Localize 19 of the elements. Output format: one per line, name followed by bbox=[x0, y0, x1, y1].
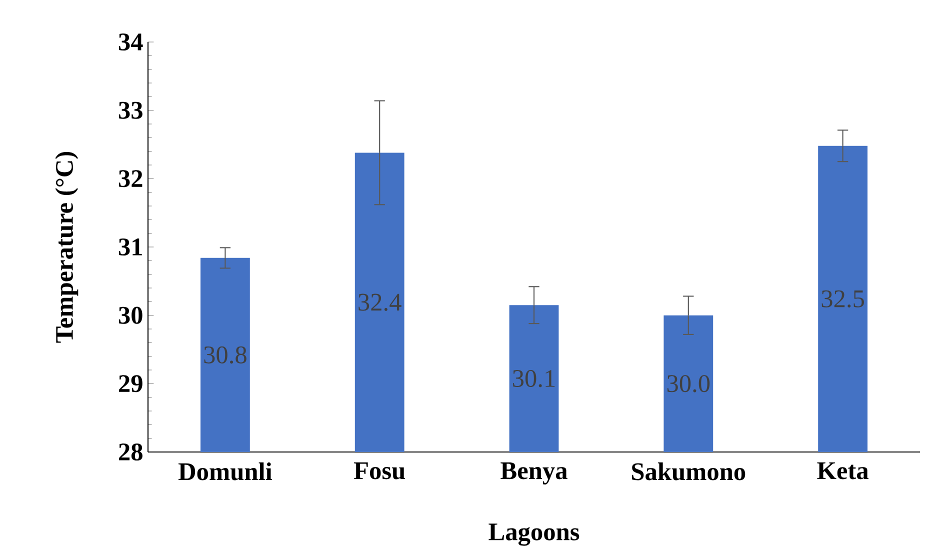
data-label: 32.4 bbox=[358, 294, 402, 311]
y-tick-label: 31 bbox=[118, 238, 142, 256]
x-axis-title: Lagoons bbox=[488, 524, 580, 546]
y-tick-label: 32 bbox=[118, 170, 142, 188]
x-tick-label: Sakumono bbox=[632, 462, 746, 480]
y-tick-label: 34 bbox=[118, 33, 143, 51]
data-label: 30.8 bbox=[204, 346, 246, 364]
x-tick-label: Keta bbox=[817, 462, 868, 480]
y-tick-label: 30 bbox=[118, 306, 142, 324]
data-label: 32.5 bbox=[822, 290, 864, 308]
x-tick-label: Fosu bbox=[354, 462, 405, 480]
x-tick-label: Benya bbox=[500, 462, 568, 484]
y-tick-label: 29 bbox=[119, 375, 142, 392]
data-label: 30.1 bbox=[513, 370, 555, 388]
y-axis-title: Temperature (°C) bbox=[55, 152, 78, 343]
x-tick-label: Domunli bbox=[178, 462, 272, 480]
y-tick-label: 33 bbox=[118, 102, 142, 119]
data-label: 30.0 bbox=[667, 375, 710, 392]
y-tick-label: 28 bbox=[119, 443, 142, 461]
